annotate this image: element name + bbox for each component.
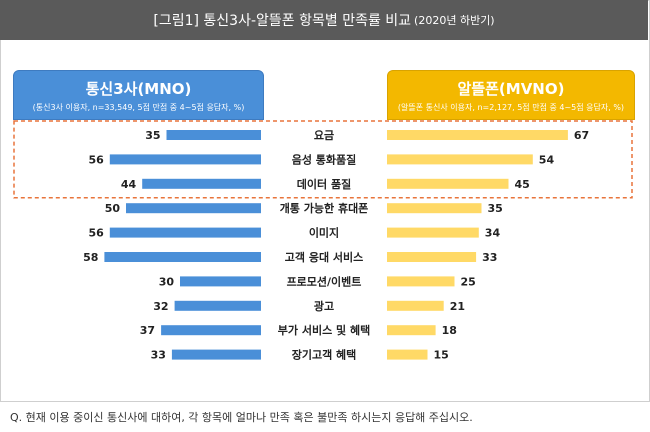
mvno-value-label: 67	[574, 129, 589, 142]
mno-value-label: 33	[151, 349, 166, 362]
mno-bar	[142, 178, 261, 189]
mvno-note: (알뜰폰 통신사 이용자, n=2,127, 5점 만점 중 4~5점 응답자,…	[397, 103, 625, 112]
mvno-value-label: 21	[450, 300, 465, 313]
mno-bar	[161, 325, 261, 336]
mno-value-label: 30	[159, 275, 175, 288]
mvno-value-label: 34	[485, 227, 501, 240]
category-label: 부가 서비스 및 혜택	[278, 323, 370, 337]
mvno-bar	[387, 252, 477, 262]
mvno-bar	[387, 203, 482, 214]
mvno-value-label: 25	[461, 275, 476, 288]
mno-bar	[174, 300, 261, 311]
mvno-name: 알뜰폰(MVNO)	[457, 80, 565, 98]
mvno-value-label: 15	[434, 349, 449, 362]
mvno-value-label: 35	[488, 202, 503, 215]
mno-bar	[126, 203, 261, 214]
mno-bar	[180, 276, 261, 287]
mno-value-label: 56	[88, 227, 104, 240]
mvno-value-label: 45	[515, 178, 530, 191]
category-label: 프로모션/이벤트	[287, 274, 362, 288]
mno-value-label: 50	[105, 202, 121, 215]
mvno-bar	[387, 227, 479, 238]
chart-subtitle: (2020년 하반기)	[414, 14, 495, 27]
mno-value-label: 37	[140, 324, 155, 337]
mvno-bar	[387, 130, 568, 140]
mno-value-label: 32	[153, 300, 168, 313]
mno-value-label: 58	[83, 251, 98, 264]
mvno-bar	[387, 154, 533, 165]
mvno-bar	[387, 300, 444, 311]
mvno-value-label: 18	[442, 324, 457, 337]
category-label: 고객 응대 서비스	[285, 250, 364, 264]
category-label: 광고	[314, 300, 334, 313]
mno-bar	[104, 252, 262, 262]
footnote: Q. 현재 이용 중이신 통신사에 대하여, 각 항목에 얼마나 만족 혹은 불…	[10, 411, 473, 424]
mvno-value-label: 33	[482, 251, 497, 264]
title-bar: [그림1] 통신3사-알뜰폰 항목별 만족률 비교 (2020년 하반기)	[0, 0, 648, 40]
category-label: 장기고객 혜택	[292, 348, 357, 362]
category-label: 이미지	[309, 226, 339, 240]
chart-svg: 35 67 요금 56 54 음성 통화품질 44 45 데이터 품질 50 35 개통 가능한 휴대…	[13, 120, 633, 362]
category-label: 데이터 품질	[297, 177, 351, 191]
category-label: 개통 가능한 휴대폰	[280, 201, 369, 215]
mvno-bar	[387, 276, 455, 287]
chart-title: [그림1] 통신3사-알뜰폰 항목별 만족률 비교	[153, 13, 412, 29]
highlight-box	[13, 120, 633, 199]
mno-bar	[109, 154, 261, 165]
mno-bar	[109, 227, 261, 238]
mno-value-label: 56	[88, 153, 104, 166]
mvno-bar	[387, 349, 428, 360]
mvno-header: 알뜰폰(MVNO) (알뜰폰 통신사 이용자, n=2,127, 5점 만점 중…	[387, 70, 635, 120]
mvno-value-label: 54	[539, 153, 555, 166]
mvno-bar	[387, 325, 436, 336]
mno-value-label: 44	[121, 178, 137, 191]
mno-value-label: 35	[145, 129, 160, 142]
mno-name: 통신3사(MNO)	[85, 80, 192, 98]
category-label: 요금	[314, 129, 334, 142]
mno-header: 통신3사(MNO) (통신3사 이용자, n=33,549, 5점 만점 중 4…	[13, 70, 264, 120]
mno-note: (통신3사 이용자, n=33,549, 5점 만점 중 4~5점 응답자, %…	[32, 103, 245, 112]
mvno-bar	[387, 178, 509, 189]
mno-bar	[166, 130, 261, 140]
figure-frame	[0, 0, 650, 402]
category-label: 음성 통화품질	[292, 152, 357, 166]
mno-bar	[171, 349, 261, 360]
